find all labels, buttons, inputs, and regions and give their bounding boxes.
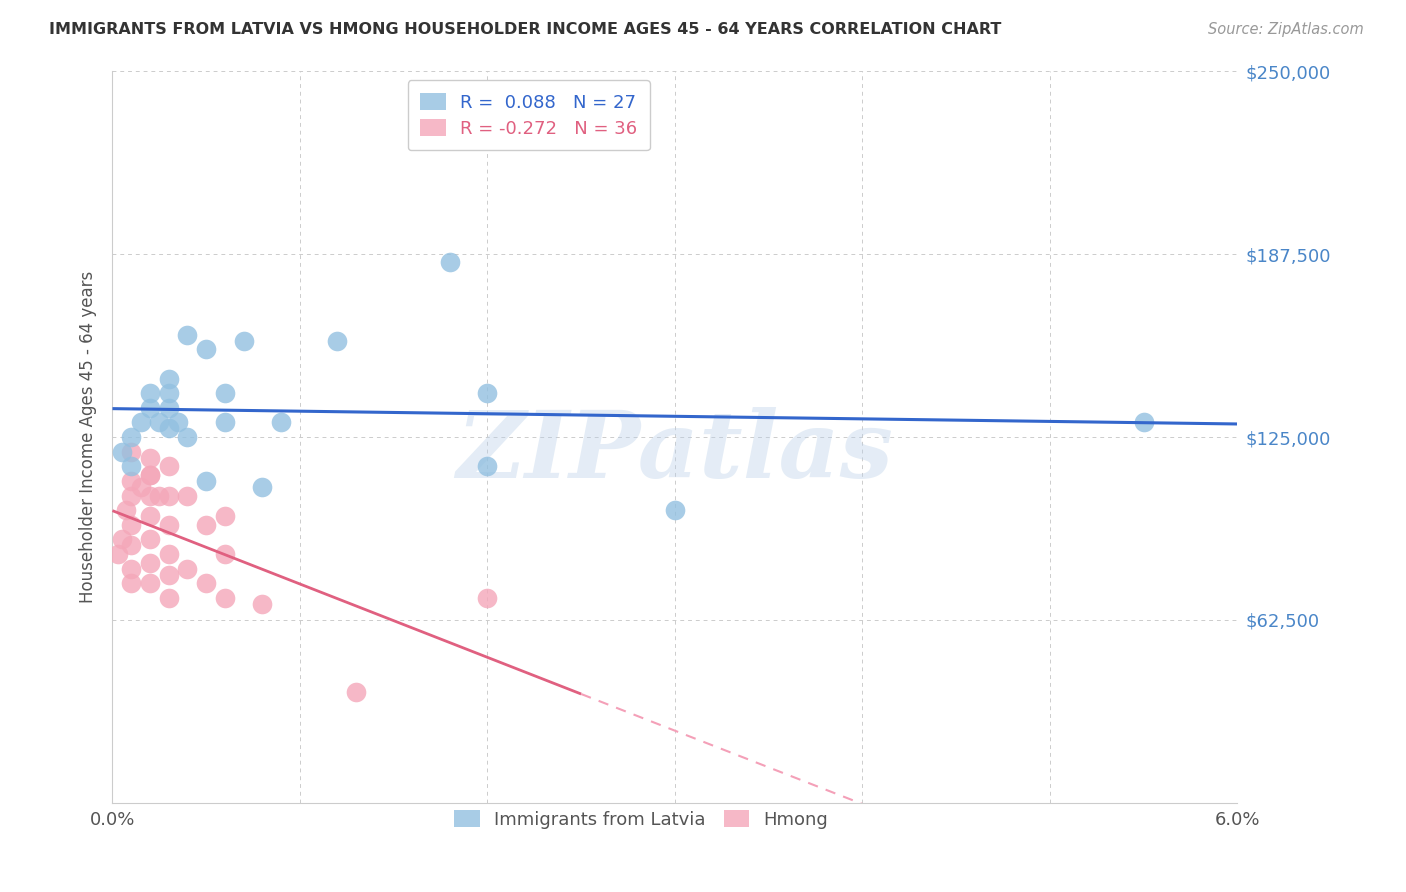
Point (157, 459, 180, 474)
Point (120, 517, 142, 532)
Point (120, 489, 142, 503)
Y-axis label: Householder Income Ages 45 - 64 years: Householder Income Ages 45 - 64 years (79, 271, 97, 603)
Point (139, 533, 162, 547)
Point (326, 334, 349, 348)
Point (139, 386, 162, 401)
Point (120, 474, 142, 488)
Point (252, 597, 274, 611)
Text: IMMIGRANTS FROM LATVIA VS HMONG HOUSEHOLDER INCOME AGES 45 - 64 YEARS CORRELATIO: IMMIGRANTS FROM LATVIA VS HMONG HOUSEHOL… (49, 22, 1001, 37)
Point (111, 533, 134, 547)
Point (107, 547, 129, 561)
Point (129, 480, 152, 494)
Point (139, 468, 162, 483)
Point (176, 489, 198, 503)
Point (120, 444, 142, 458)
Point (148, 416, 170, 430)
Point (111, 444, 134, 458)
Point (157, 517, 180, 532)
Text: ZIPatlas: ZIPatlas (457, 407, 893, 497)
Point (214, 547, 236, 561)
Point (139, 556, 162, 570)
Point (270, 416, 292, 430)
Point (139, 576, 162, 591)
Point (167, 416, 190, 430)
Point (195, 576, 218, 591)
Point (214, 386, 236, 401)
Point (176, 430, 198, 444)
Point (344, 684, 367, 698)
Point (139, 401, 162, 415)
Point (139, 468, 162, 483)
Point (176, 562, 198, 576)
Point (214, 591, 236, 605)
Point (214, 509, 236, 524)
Point (114, 503, 136, 517)
Point (120, 430, 142, 444)
Point (120, 459, 142, 474)
Legend: Immigrants from Latvia, Hmong: Immigrants from Latvia, Hmong (446, 801, 837, 838)
Point (139, 450, 162, 465)
Point (232, 334, 254, 348)
Point (120, 562, 142, 576)
Point (195, 517, 218, 532)
Point (157, 371, 180, 385)
Point (157, 401, 180, 415)
Point (477, 386, 499, 401)
Point (195, 343, 218, 357)
Point (157, 547, 180, 561)
Point (157, 421, 180, 435)
Point (157, 386, 180, 401)
Point (477, 459, 499, 474)
Point (157, 591, 180, 605)
Point (120, 538, 142, 552)
Point (157, 567, 180, 582)
Point (120, 576, 142, 591)
Point (477, 591, 499, 605)
Point (176, 327, 198, 342)
Point (1132, 416, 1154, 430)
Point (252, 480, 274, 494)
Point (139, 509, 162, 524)
Point (664, 503, 686, 517)
Point (439, 254, 461, 268)
Point (148, 489, 170, 503)
Point (195, 474, 218, 488)
Point (139, 489, 162, 503)
Text: Source: ZipAtlas.com: Source: ZipAtlas.com (1208, 22, 1364, 37)
Point (214, 416, 236, 430)
Point (157, 489, 180, 503)
Point (129, 416, 152, 430)
